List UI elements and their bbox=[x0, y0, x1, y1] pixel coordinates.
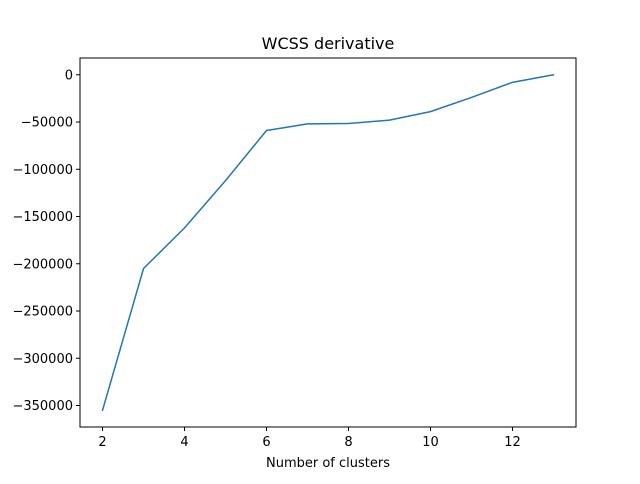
y-tick-label: −250000 bbox=[12, 305, 73, 320]
y-tick-label: −100000 bbox=[12, 163, 73, 178]
x-axis-ticks: 2 4 6 8 10 12 bbox=[98, 427, 521, 450]
x-tick-label: 8 bbox=[344, 435, 352, 450]
x-tick-label: 4 bbox=[180, 435, 188, 450]
x-tick-label: 10 bbox=[422, 435, 439, 450]
y-tick-label: −150000 bbox=[12, 210, 73, 225]
x-tick-label: 12 bbox=[504, 435, 521, 450]
x-tick-label: 6 bbox=[262, 435, 270, 450]
x-axis-label: Number of clusters bbox=[266, 456, 390, 471]
y-axis-ticks: 0 −50000 −100000 −150000 −200000 −250000 −3000… bbox=[12, 68, 80, 414]
series-line-0 bbox=[101, 73, 555, 412]
x-tick-label: 2 bbox=[98, 435, 106, 450]
chart-title: WCSS derivative bbox=[262, 34, 395, 53]
y-tick-label: 0 bbox=[65, 68, 73, 83]
plot-area bbox=[101, 73, 555, 412]
y-tick-label: −300000 bbox=[12, 352, 73, 367]
y-tick-label: −50000 bbox=[21, 116, 73, 131]
y-tick-label: −350000 bbox=[12, 399, 73, 414]
y-tick-label: −200000 bbox=[12, 257, 73, 272]
axes-frame bbox=[79, 57, 577, 428]
